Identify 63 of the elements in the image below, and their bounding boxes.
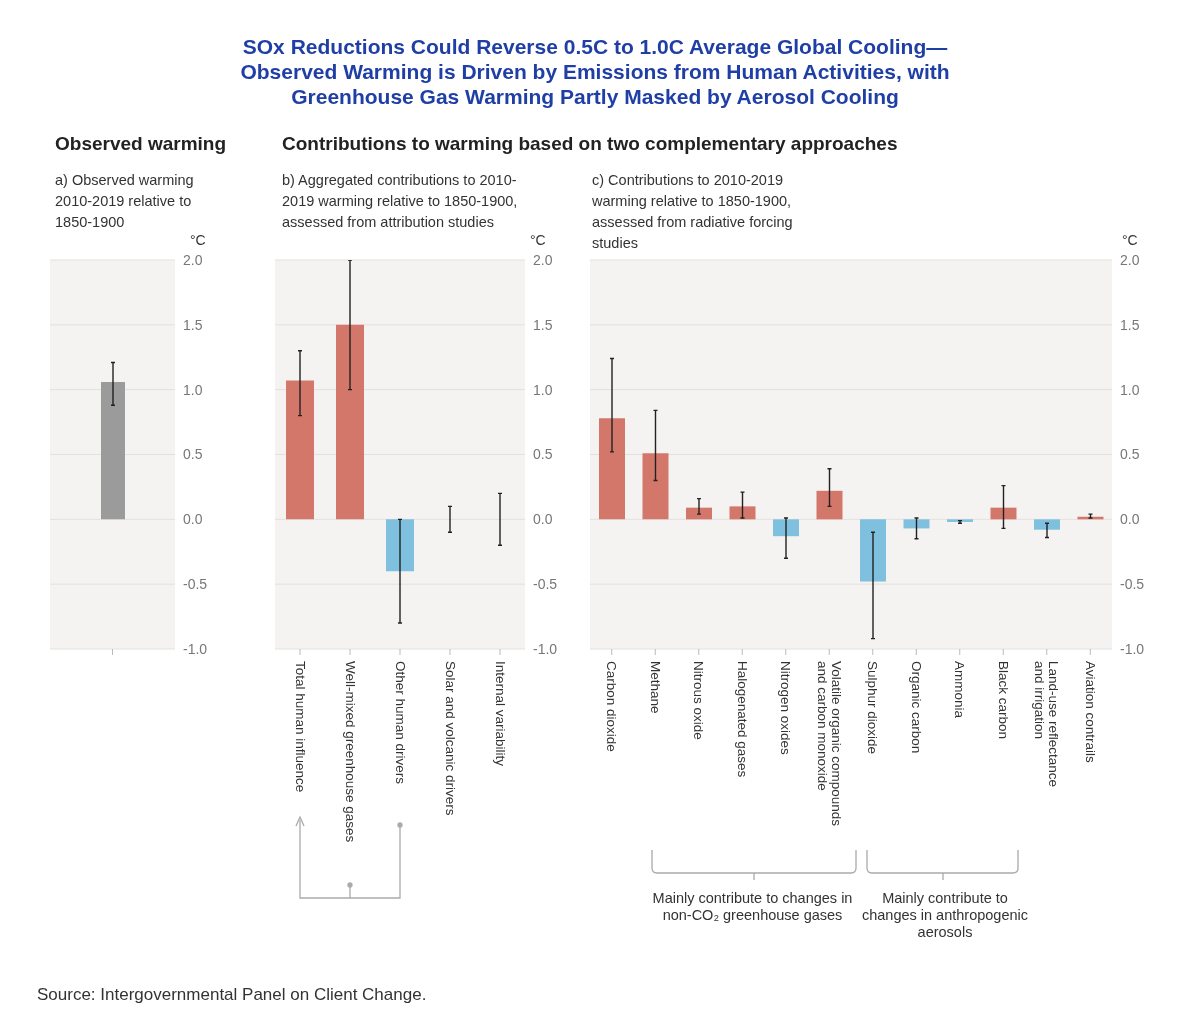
x-tick-label: Nitrous oxide (691, 661, 707, 740)
y-axis-title: °C (190, 232, 206, 248)
y-tick-label: 1.5 (1120, 316, 1140, 333)
y-tick-label: 0.5 (533, 446, 553, 463)
y-tick-label: -1.0 (183, 640, 208, 657)
y-tick-label: -1.0 (533, 640, 558, 657)
y-tick-label: -1.0 (1120, 640, 1145, 657)
y-tick-label: -0.5 (533, 576, 558, 593)
text: Mainly contribute to changes in anthropogenic aerosols (860, 890, 1030, 941)
text: SOx Reductions Could Reverse 0.5C to 1.0C Average Global Cooling—Observed Warming is Driven by Emissions from Human Activities, with Greenhouse Gas Warming Partly Masked by Aerosol Cooling (239, 34, 951, 109)
bar (336, 324, 364, 520)
x-tick-label: Solar and volcanic drivers (442, 661, 458, 816)
y-axis-title: °C (530, 232, 546, 248)
y-tick-label: 0.5 (1120, 446, 1140, 463)
text: Contributions to warming based on two complementary approaches (282, 133, 899, 155)
x-tick-label: Halogenated gases (734, 661, 750, 778)
y-tick-label: 1.5 (183, 316, 203, 333)
y-tick-label: 1.5 (533, 316, 553, 333)
y-tick-label: 1.0 (533, 381, 553, 398)
chart-subtitle: a) Observed warming 2010-2019 relative to 1850-1900 (55, 171, 195, 232)
x-tick-label: Land-use reflectance and irrigation (1032, 661, 1062, 788)
chart-title: Observed warming (55, 133, 227, 155)
x-tick-label: Organic carbon (908, 661, 924, 754)
x-tick-label: Methane (647, 661, 663, 714)
y-tick-label: 2.0 (533, 251, 553, 268)
y-axis-title: °C (1122, 232, 1138, 248)
y-tick-label: 2.0 (183, 251, 203, 268)
y-tick-label: 1.0 (1120, 381, 1140, 398)
x-tick-label: Volatile organic compounds and carbon monoxide (814, 661, 844, 827)
x-tick-label: Nitrogen oxides (778, 661, 794, 756)
y-tick-label: -0.5 (1120, 576, 1145, 593)
y-tick-label: 0.0 (533, 511, 553, 528)
chart-subtitle: b) Aggregated contributions to 2010-2019 warming relative to 1850-1900, assessed from attribution studies (282, 171, 519, 232)
y-tick-label: 0.5 (183, 446, 203, 463)
bar (860, 519, 886, 582)
chart-subtitle: c) Contributions to 2010-2019 warming relative to 1850-1900, assessed from radiative forcing studies (592, 171, 794, 253)
bar (816, 490, 843, 520)
bar (990, 507, 1017, 520)
bar (773, 519, 799, 537)
x-tick-label: Black carbon (995, 661, 1011, 740)
bar (599, 418, 625, 520)
text: Mainly contribute to changes in non-CO₂ greenhouse gases (652, 890, 853, 923)
x-tick-label: Total human influence (292, 661, 308, 793)
x-tick-label: Other human drivers (392, 661, 408, 785)
bar (729, 506, 756, 520)
y-tick-label: 2.0 (1120, 251, 1140, 268)
x-tick-label: Ammonia (952, 661, 968, 719)
bar (1034, 519, 1060, 530)
bar (947, 519, 973, 522)
x-tick-label: Sulphur dioxide (865, 661, 881, 755)
y-tick-label: -0.5 (183, 576, 208, 593)
y-tick-label: 1.0 (183, 381, 203, 398)
bar (386, 519, 414, 572)
bar (286, 380, 314, 520)
source-note: Source: Intergovernmental Panel on Client Change. (37, 985, 428, 1005)
y-tick-label: 0.0 (183, 511, 203, 528)
x-tick-label: Carbon dioxide (604, 661, 620, 752)
y-tick-label: 0.0 (1120, 511, 1140, 528)
x-tick-label: Aviation contrails (1082, 661, 1098, 764)
bar (642, 453, 669, 520)
x-tick-label: Internal variability (492, 661, 508, 767)
x-tick-label: Well-mixed greenhouse gases (342, 661, 358, 843)
bar (903, 519, 930, 529)
